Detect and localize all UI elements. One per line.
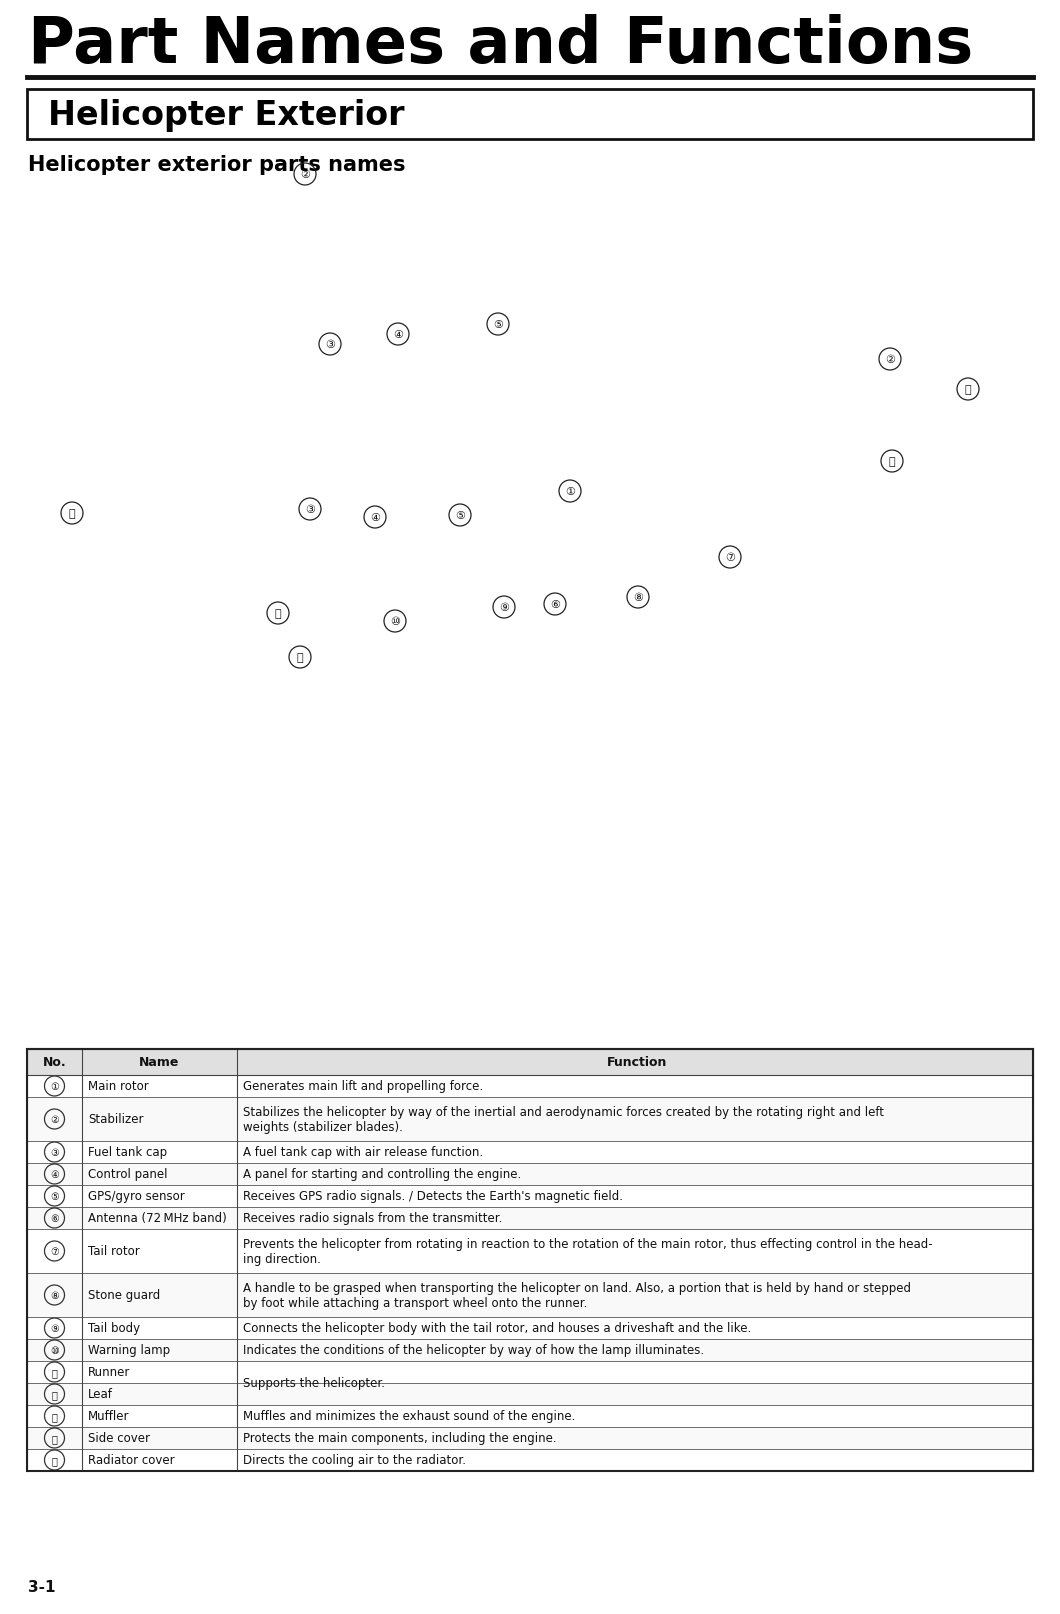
Bar (26, 1075, 1034, 1098)
Text: ⑭: ⑭ (52, 1433, 57, 1443)
Bar (26, 1340, 1034, 1361)
Bar (26, 1427, 1034, 1449)
Text: A handle to be grasped when transporting the helicopter on land. Also, a portion: A handle to be grasped when transporting… (243, 1282, 911, 1309)
Text: ⑫: ⑫ (52, 1390, 57, 1399)
Text: ⑮: ⑮ (52, 1456, 57, 1466)
Text: Stabilizer: Stabilizer (88, 1112, 143, 1127)
Text: Connects the helicopter body with the tail rotor, and houses a driveshaft and th: Connects the helicopter body with the ta… (243, 1322, 752, 1335)
Text: ②: ② (50, 1114, 59, 1125)
Text: ④: ④ (393, 329, 403, 341)
Text: ⑩: ⑩ (390, 617, 400, 626)
Text: ⑦: ⑦ (50, 1246, 59, 1256)
Text: ⑨: ⑨ (499, 602, 509, 613)
Text: ⑫: ⑫ (275, 608, 281, 618)
Text: ⑨: ⑨ (50, 1323, 59, 1333)
Bar (26, 1098, 1034, 1141)
Text: Side cover: Side cover (88, 1432, 151, 1445)
Text: ⑤: ⑤ (493, 320, 504, 329)
Text: Generates main lift and propelling force.: Generates main lift and propelling force… (243, 1080, 483, 1093)
Text: Protects the main components, including the engine.: Protects the main components, including … (243, 1432, 556, 1445)
Text: ⑦: ⑦ (725, 552, 735, 563)
Text: Name: Name (139, 1056, 180, 1068)
Bar (26, 1361, 1034, 1383)
Text: ⑤: ⑤ (455, 510, 465, 521)
Text: ③: ③ (305, 505, 315, 515)
Bar (0, 186, 1060, 1030)
Text: ⑪: ⑪ (297, 652, 303, 663)
Text: ③: ③ (50, 1148, 59, 1157)
Text: ②: ② (300, 169, 310, 179)
Text: Warning lamp: Warning lamp (88, 1344, 170, 1357)
Text: Muffles and minimizes the exhaust sound of the engine.: Muffles and minimizes the exhaust sound … (243, 1409, 576, 1422)
Bar (26, 1449, 1034, 1470)
Bar (26, 1164, 1034, 1185)
Bar (26, 1207, 1034, 1230)
Text: GPS/gyro sensor: GPS/gyro sensor (88, 1190, 184, 1202)
Bar (26, 1185, 1034, 1207)
Text: Prevents the helicopter from rotating in reaction to the rotation of the main ro: Prevents the helicopter from rotating in… (243, 1238, 933, 1265)
Text: Leaf: Leaf (88, 1388, 112, 1401)
Bar (26, 1383, 1034, 1406)
Text: No.: No. (42, 1056, 67, 1068)
Text: ④: ④ (370, 513, 379, 523)
Text: Helicopter exterior parts names: Helicopter exterior parts names (28, 155, 406, 174)
Text: Radiator cover: Radiator cover (88, 1454, 175, 1467)
Text: Runner: Runner (88, 1365, 130, 1378)
Text: Tail body: Tail body (88, 1322, 140, 1335)
Text: ⑭: ⑭ (965, 384, 971, 395)
Bar (26, 1406, 1034, 1427)
Text: ⑪: ⑪ (52, 1367, 57, 1377)
Text: Tail rotor: Tail rotor (88, 1244, 140, 1257)
Text: Fuel tank cap: Fuel tank cap (88, 1146, 167, 1159)
Bar (26, 1049, 1034, 1075)
Bar (26, 1273, 1034, 1317)
Text: Stone guard: Stone guard (88, 1288, 160, 1302)
Text: A fuel tank cap with air release function.: A fuel tank cap with air release functio… (243, 1146, 483, 1159)
Text: 3-1: 3-1 (28, 1578, 55, 1595)
Text: Receives GPS radio signals. / Detects the Earth's magnetic field.: Receives GPS radio signals. / Detects th… (243, 1190, 623, 1202)
Bar (26, 1230, 1034, 1273)
Bar (26, 90, 1034, 140)
Text: Supports the helicopter.: Supports the helicopter. (243, 1377, 385, 1390)
Text: Control panel: Control panel (88, 1169, 167, 1181)
Text: ⑥: ⑥ (50, 1214, 59, 1223)
Text: Main rotor: Main rotor (88, 1080, 148, 1093)
Text: Indicates the conditions of the helicopter by way of how the lamp illuminates.: Indicates the conditions of the helicopt… (243, 1344, 704, 1357)
Text: ⑬: ⑬ (888, 457, 896, 466)
Text: Directs the cooling air to the radiator.: Directs the cooling air to the radiator. (243, 1454, 466, 1467)
Text: ①: ① (565, 487, 575, 497)
Text: Helicopter Exterior: Helicopter Exterior (48, 98, 405, 131)
Text: ⑬: ⑬ (52, 1411, 57, 1420)
Bar (26, 1049, 1034, 1470)
Text: ⑤: ⑤ (50, 1191, 59, 1201)
Text: Muffler: Muffler (88, 1409, 129, 1422)
Text: ②: ② (885, 355, 895, 365)
Text: ⑮: ⑮ (69, 508, 75, 518)
Text: Receives radio signals from the transmitter.: Receives radio signals from the transmit… (243, 1212, 502, 1225)
Text: ⑧: ⑧ (50, 1290, 59, 1301)
Text: ④: ④ (50, 1169, 59, 1180)
Text: Function: Function (606, 1056, 667, 1068)
Bar (26, 1141, 1034, 1164)
Text: ①: ① (50, 1081, 59, 1091)
Bar (26, 1317, 1034, 1340)
Text: ⑥: ⑥ (550, 600, 560, 610)
Text: ③: ③ (325, 341, 335, 350)
Text: ⑩: ⑩ (50, 1344, 59, 1356)
Text: Part Names and Functions: Part Names and Functions (28, 15, 973, 76)
Text: ⑧: ⑧ (633, 592, 643, 602)
Text: Stabilizes the helicopter by way of the inertial and aerodynamic forces created : Stabilizes the helicopter by way of the … (243, 1106, 884, 1133)
Text: A panel for starting and controlling the engine.: A panel for starting and controlling the… (243, 1169, 522, 1181)
Text: Antenna (72 MHz band): Antenna (72 MHz band) (88, 1212, 227, 1225)
